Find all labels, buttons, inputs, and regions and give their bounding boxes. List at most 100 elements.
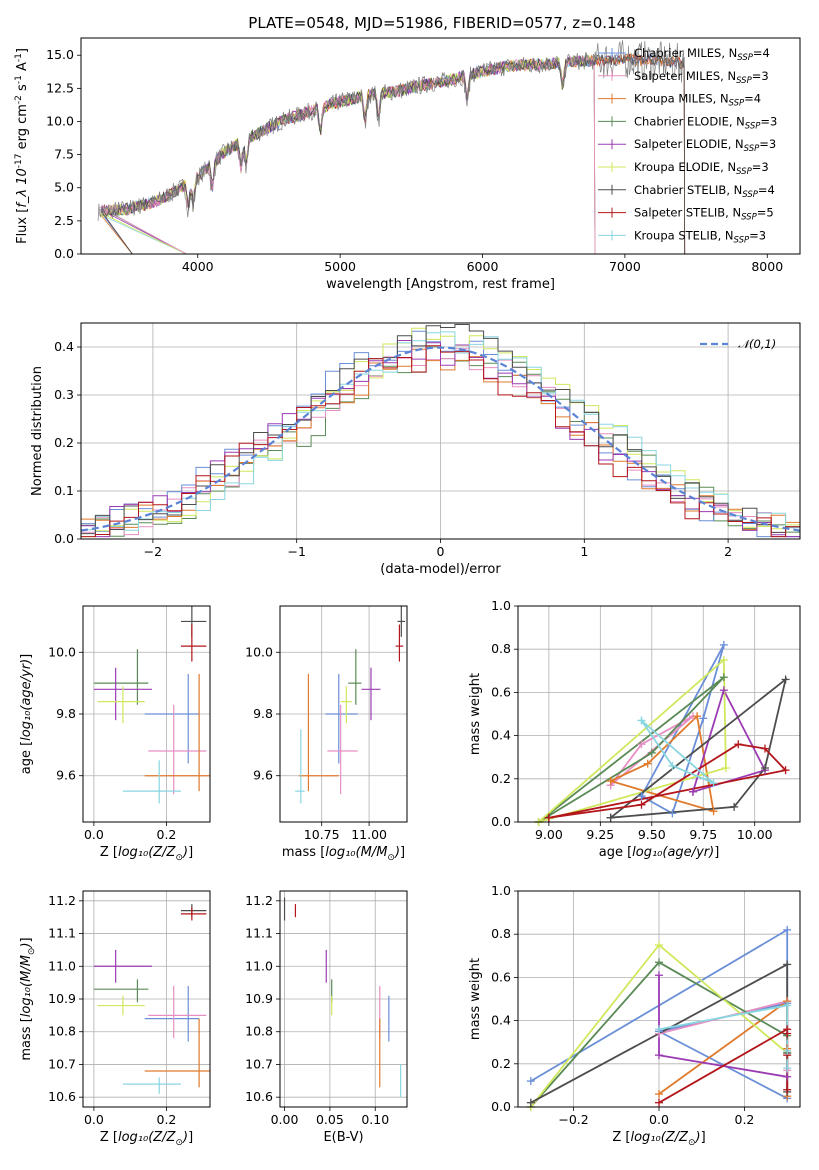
math-part: ⊙ <box>175 853 183 863</box>
weight-vs-metallicity-panel: −0.2 0.0 0.2 0.0 0.2 0.4 0.6 0.8 1.0 Z [log₁₀(Z/Z… <box>468 883 801 1148</box>
plot-area <box>93 904 210 1094</box>
y-tick-label: 1.0 <box>491 883 511 898</box>
x-tick-label: 1 <box>580 544 588 559</box>
model-spectrum-line <box>100 53 596 254</box>
legend-label: Salpeter MILES, NSSP=3 <box>634 69 769 86</box>
text-part: ] <box>188 1130 193 1145</box>
residual-histogram <box>81 324 800 535</box>
x-tick-label: 0.0 <box>649 1112 669 1127</box>
x-tick-label: 0.0 <box>84 1112 104 1127</box>
axes-frame <box>517 890 801 1108</box>
text-part: mass [ <box>282 845 325 860</box>
math-part: log₁₀(age/yr) <box>632 845 714 860</box>
plot-area <box>93 606 210 804</box>
text-part: ] <box>15 48 30 53</box>
x-tick-label: 7000 <box>609 259 641 274</box>
model-spectrum-line <box>100 52 686 254</box>
text-part: Z [ <box>100 1130 118 1145</box>
math-part: log₁₀(Z/Z <box>118 1130 177 1145</box>
weight-line <box>658 999 789 1097</box>
x-axis-label: mass [log₁₀(M/M⊙​)] <box>282 845 405 863</box>
x-axis-label: Z [log₁₀(Z/Z⊙​)] <box>100 1130 193 1148</box>
legend-suffix: =4 <box>753 46 770 60</box>
weight-line <box>640 719 715 784</box>
y-tick-label: 10.6 <box>48 1089 76 1104</box>
y-tick-label: 0.2 <box>491 1056 511 1071</box>
plot-area <box>283 897 402 1098</box>
legend-suffix: =3 <box>752 160 769 174</box>
text-part: ] <box>400 845 405 860</box>
spectrum-panel: 4000 5000 6000 7000 8000 0.0 2.5 5.0 7.5 10.0 12.5… <box>14 37 801 292</box>
y-tick-label: 0.6 <box>491 684 511 699</box>
y-tick-label: 0.4 <box>491 728 511 743</box>
text-part: age [ <box>19 741 34 774</box>
residual-histogram <box>81 331 800 531</box>
x-tick-label: 9.25 <box>586 827 614 842</box>
y-tick-label: 9.8 <box>253 706 273 721</box>
x-tick-label: 8000 <box>751 259 783 274</box>
y-tick-label: 10.0 <box>245 644 273 659</box>
math-part: ⊙ <box>27 948 37 956</box>
text-part: A <box>15 62 30 75</box>
x-tick-label: 0.10 <box>361 1112 389 1127</box>
legend-suffix: =3 <box>752 69 769 83</box>
math-part: ) <box>182 1130 188 1145</box>
y-tick-label: 0.8 <box>491 641 511 656</box>
y-tick-label: 12.5 <box>46 80 74 95</box>
math-part: 𝒩(0,1) <box>738 337 776 351</box>
x-tick-label: 10.00 <box>737 827 773 842</box>
model-spectrum-line <box>100 52 686 254</box>
axes-frame <box>517 605 801 823</box>
x-axis-label: wavelength [Angstrom, rest frame] <box>326 277 555 292</box>
y-tick-label: 9.6 <box>253 768 273 783</box>
x-tick-label: 0.2 <box>157 1112 177 1127</box>
math-part: f_λ 10 <box>15 168 30 207</box>
x-axis-label: (data-model)/error <box>380 562 501 577</box>
y-tick-label: 2.5 <box>54 213 74 228</box>
x-axis-label: Z [log₁₀(Z/Z⊙​)] <box>612 1130 705 1148</box>
axes-frame <box>82 890 211 1108</box>
legend-text: Kroupa STELIB, N <box>634 228 734 242</box>
y-tick-label: 9.8 <box>56 706 76 721</box>
text-part: s <box>15 84 30 95</box>
math-part: log₁₀(Z/Z <box>630 1130 689 1145</box>
text-part: ] <box>714 845 719 860</box>
y-tick-label: 0.2 <box>491 771 511 786</box>
axes-frame <box>279 605 408 823</box>
legend-subscript: SSP <box>742 190 758 200</box>
legend-subscript: SSP <box>729 99 745 109</box>
residual-histogram <box>81 327 800 538</box>
text-part: E(B-V) <box>323 1130 363 1145</box>
text-part: ] <box>19 937 34 942</box>
y-tick-label: 0.0 <box>491 814 511 829</box>
axes-frame <box>82 605 211 823</box>
y-axis-label: Flux [f_λ 10-17​ erg cm-2​ s-1​ A-1​] <box>14 48 30 244</box>
age-vs-mass-panel: 10.75 11.00 9.6 9.8 10.0 mass [log₁₀(M/M⊙​)] <box>245 605 408 863</box>
math-part: ) <box>19 942 34 948</box>
model-spectrum-line <box>100 53 686 254</box>
y-tick-label: 7.5 <box>54 147 74 162</box>
axes-frame <box>279 890 408 1108</box>
text-part: mass weight <box>468 673 483 755</box>
text-part: age [ <box>599 845 632 860</box>
y-tick-label: 11.2 <box>245 893 273 908</box>
legend-suffix: =4 <box>744 92 761 106</box>
text-part: Z [ <box>100 845 118 860</box>
plot-area <box>81 324 800 538</box>
weight-vs-age-panel: 9.00 9.25 9.50 9.75 10.00 0.0 0.2 0.4 0.6 0.8 1.0 a… <box>468 598 801 860</box>
legend-text: Kroupa ELODIE, N <box>634 160 736 174</box>
y-tick-label: 0.0 <box>54 246 74 261</box>
x-tick-label: 0.0 <box>84 827 104 842</box>
residual-histogram <box>81 340 800 538</box>
x-tick-label: 2 <box>724 544 732 559</box>
residual-histogram <box>81 345 800 538</box>
model-spectrum-line <box>100 55 596 254</box>
math-part: ⊙ <box>387 853 395 863</box>
x-tick-label: 0.2 <box>735 1112 755 1127</box>
text-part: mass weight <box>468 958 483 1040</box>
math-part: -1 <box>14 75 24 84</box>
x-tick-label: 9.00 <box>535 827 563 842</box>
mass-vs-ebv-panel: 0.00 0.05 0.10 10.6 10.7 10.8 10.9 11.0 11.1 11.2… <box>245 890 408 1145</box>
math-part: -17 <box>14 154 24 169</box>
math-part: ) <box>394 845 400 860</box>
